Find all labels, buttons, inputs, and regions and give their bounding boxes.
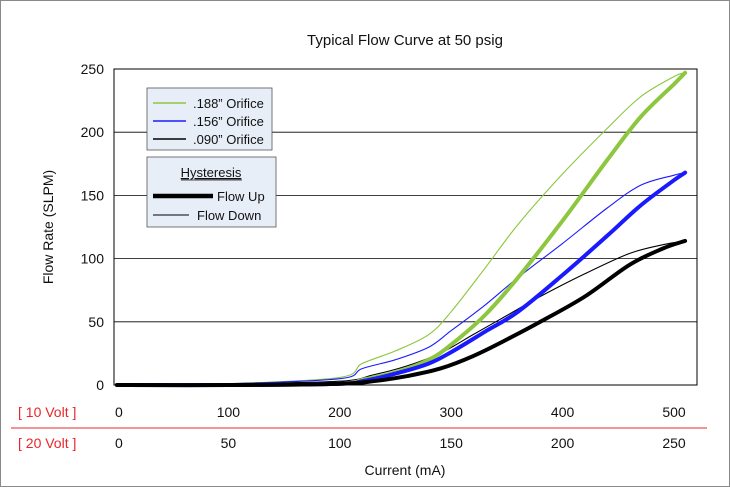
series-line-090-down (116, 240, 686, 386)
y-tick-label: 200 (81, 124, 105, 140)
x-scales: [ 10 Volt ] 0 100 200 300 400 500 [ 20 Volt ] 0 5… (11, 404, 707, 451)
x-tick-label: 250 (662, 435, 686, 451)
x-scale-label-1: [ 10 Volt ] (18, 404, 76, 420)
legend-label-188: .188” Orifice (193, 96, 264, 111)
x-tick-label: 100 (217, 404, 241, 420)
plot-area (113, 68, 698, 386)
legend-label-flow-up: Flow Up (217, 189, 265, 204)
x-tick-label: 400 (551, 404, 575, 420)
legend-label-flow-down: Flow Down (197, 208, 261, 223)
hysteresis-legend-title: Hysteresis (181, 165, 242, 180)
x-tick-label: 0 (115, 435, 123, 451)
series-layer (115, 70, 688, 388)
y-axis-label: Flow Rate (SLPM) (40, 170, 56, 284)
x-tick-label: 200 (328, 404, 352, 420)
orifice-legend: .188” Orifice .156” Orifice .090” Orific… (146, 87, 273, 151)
x-tick-label: 0 (115, 404, 123, 420)
y-tick-label: 250 (81, 61, 105, 77)
chart-title: Typical Flow Curve at 50 psig (307, 32, 503, 49)
legend-label-090: .090” Orifice (193, 132, 264, 147)
y-tick-label: 50 (88, 314, 104, 330)
y-tick-label: 150 (81, 187, 105, 203)
x-tick-label: 500 (662, 404, 686, 420)
legend-label-156: .156” Orifice (193, 114, 264, 129)
hysteresis-legend: Hysteresis Flow Up Flow Down (146, 156, 277, 228)
series-line-156-down (116, 172, 686, 386)
x-scale-label-2: [ 20 Volt ] (18, 435, 76, 451)
y-tick-label: 100 (81, 251, 105, 267)
y-tick-label: 0 (96, 377, 104, 393)
x-tick-label: 150 (440, 435, 464, 451)
series-line-090-up (115, 238, 688, 388)
series-line-188-down (116, 72, 686, 386)
y-tick-labels: 0 50 100 150 200 250 (81, 61, 105, 393)
x-tick-label: 300 (440, 404, 464, 420)
x-tick-label: 50 (221, 435, 237, 451)
x-axis-label: Current (mA) (365, 462, 446, 478)
x-tick-label: 200 (551, 435, 575, 451)
x-tick-label: 100 (328, 435, 352, 451)
